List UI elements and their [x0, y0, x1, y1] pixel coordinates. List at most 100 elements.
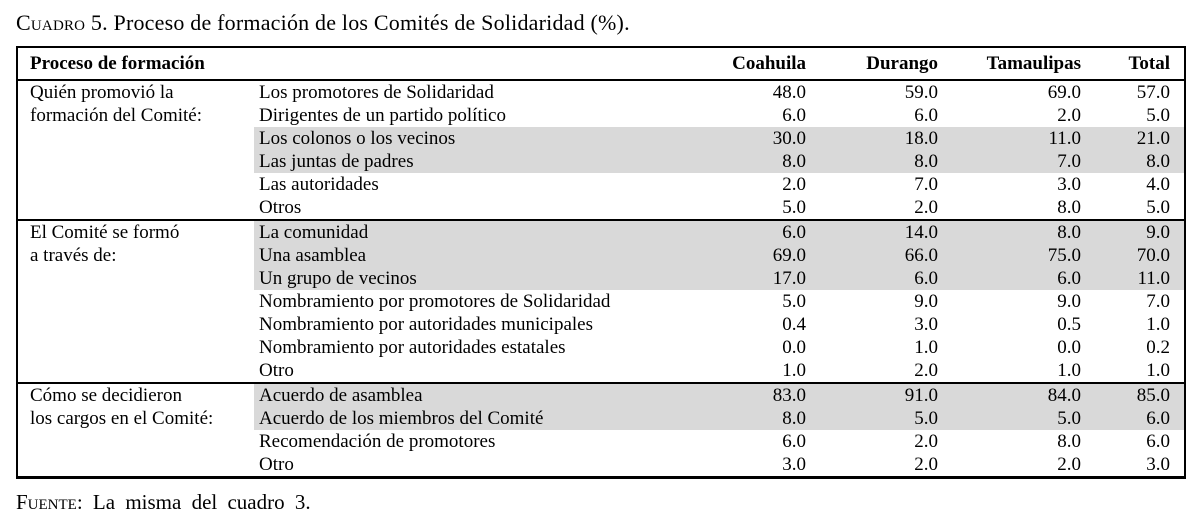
value-cell: 1.0: [782, 360, 807, 381]
row-label: Recomendación de promotores: [259, 431, 496, 452]
header-process: Proceso de formación: [30, 53, 205, 74]
value-cell: 8.0: [938, 220, 1082, 244]
value-cell: 9.0: [1057, 291, 1082, 312]
table-row: Los colonos o los vecinos 30.0 18.0 11.0 21.…: [17, 127, 1186, 150]
value-cell: 14.0: [806, 220, 939, 244]
value-cell: 4.0: [1146, 174, 1171, 195]
row-label: Los colonos o los vecinos: [254, 127, 655, 150]
value-cell: 2.0: [1057, 105, 1082, 126]
row-label: Dirigentes de un partido político: [259, 105, 506, 126]
data-table: Proceso de formación Coahuila Durango Ta…: [16, 46, 1187, 479]
value-cell: 6.0: [654, 220, 807, 244]
value-cell: 6.0: [1081, 407, 1186, 430]
value-cell: 6.0: [782, 431, 807, 452]
row-label: Nombramiento por autoridades estatales: [259, 337, 566, 358]
table-row: Una asamblea 69.0 66.0 75.0 70.0: [17, 244, 1186, 267]
value-cell: 5.0: [806, 407, 939, 430]
table-row: El Comité se formó a través de: La comunid…: [17, 220, 1186, 266]
value-cell: 6.0: [1146, 431, 1171, 452]
table-row: Otros 5.0 2.0 8.0 5.0: [17, 196, 1185, 220]
value-cell: 8.0: [1057, 197, 1082, 218]
table-section-2: Cómo se decidieron los cargos en el Comit…: [17, 383, 1186, 478]
value-cell: 11.0: [938, 127, 1082, 150]
value-cell: 85.0: [1081, 383, 1186, 407]
value-cell: 48.0: [772, 82, 807, 103]
category-cell: El Comité se formó a través de:: [17, 220, 254, 383]
value-cell: 2.0: [914, 197, 939, 218]
value-cell: 66.0: [806, 244, 939, 267]
table-row: Nombramiento por promotores de Solidarid…: [17, 290, 1185, 313]
value-cell: 1.0: [1146, 360, 1171, 381]
value-cell: 5.0: [782, 291, 807, 312]
table-row: Nombramiento por autoridades estatales 0.…: [17, 336, 1185, 359]
table-title-text: Proceso de formación de los Comités de S…: [113, 10, 630, 35]
header-total: Total: [1128, 53, 1171, 74]
category-line: formación del Comité:: [30, 105, 203, 126]
table-row: Las juntas de padres 8.0 8.0 7.0 8.0: [17, 150, 1186, 173]
row-label: La comunidad: [254, 220, 655, 244]
source-note: Fuente: La misma del cuadro 3.: [16, 490, 1184, 515]
table-section-0: Quién promovió la formación del Comité: Lo…: [17, 80, 1186, 220]
header-tamaulipas: Tamaulipas: [986, 53, 1082, 74]
value-cell: 1.0: [1057, 360, 1082, 381]
value-cell: 2.0: [1057, 454, 1082, 475]
value-cell: 21.0: [1081, 127, 1186, 150]
row-label: Otros: [259, 197, 302, 218]
value-cell: 8.0: [654, 150, 807, 173]
value-cell: 70.0: [1081, 244, 1186, 267]
category-line: Quién promovió la: [30, 82, 174, 103]
value-cell: 8.0: [1057, 431, 1082, 452]
value-cell: 9.0: [914, 291, 939, 312]
value-cell: 5.0: [938, 407, 1082, 430]
table-row: Acuerdo de los miembros del Comité 8.0 5.0…: [17, 407, 1186, 430]
value-cell: 5.0: [1146, 105, 1171, 126]
value-cell: 8.0: [1081, 150, 1186, 173]
value-cell: 7.0: [914, 174, 939, 195]
value-cell: 9.0: [1081, 220, 1186, 244]
value-cell: 17.0: [654, 267, 807, 290]
value-cell: 0.5: [1057, 314, 1082, 335]
value-cell: 2.0: [914, 431, 939, 452]
table-title-prefix: Cuadro 5.: [16, 10, 108, 35]
row-label: Las autoridades: [259, 174, 379, 195]
table-section-1: El Comité se formó a través de: La comunid…: [17, 220, 1186, 383]
value-cell: 3.0: [782, 454, 807, 475]
value-cell: 2.0: [914, 360, 939, 381]
source-prefix: Fuente:: [16, 490, 83, 514]
row-label: Nombramiento por autoridades municipales: [259, 314, 593, 335]
table-header: Proceso de formación Coahuila Durango Ta…: [17, 47, 1186, 80]
value-cell: 0.0: [782, 337, 807, 358]
row-label: Una asamblea: [254, 244, 655, 267]
value-cell: 75.0: [938, 244, 1082, 267]
category-line: Cómo se decidieron: [30, 385, 182, 406]
value-cell: 57.0: [1136, 82, 1171, 103]
value-cell: 18.0: [806, 127, 939, 150]
table-row: Otro 3.0 2.0 2.0 3.0: [17, 453, 1185, 478]
value-cell: 84.0: [938, 383, 1082, 407]
value-cell: 8.0: [654, 407, 807, 430]
value-cell: 2.0: [914, 454, 939, 475]
value-cell: 0.0: [1057, 337, 1082, 358]
table-row: Quién promovió la formación del Comité: Lo…: [17, 80, 1185, 126]
table-row: Las autoridades 2.0 7.0 3.0 4.0: [17, 173, 1185, 196]
row-label: Las juntas de padres: [254, 150, 655, 173]
value-cell: 5.0: [1146, 197, 1171, 218]
value-cell: 59.0: [904, 82, 939, 103]
value-cell: 91.0: [806, 383, 939, 407]
table-row: Otro 1.0 2.0 1.0 1.0: [17, 359, 1185, 383]
table-title: Cuadro 5. Proceso de formación de los Co…: [16, 8, 1184, 38]
table-row: Cómo se decidieron los cargos en el Comit…: [17, 383, 1186, 429]
table-row: Recomendación de promotores 6.0 2.0 8.0 6.0: [17, 430, 1185, 453]
value-cell: 1.0: [914, 337, 939, 358]
value-cell: 0.2: [1146, 337, 1171, 358]
value-cell: 30.0: [654, 127, 807, 150]
value-cell: 2.0: [782, 174, 807, 195]
value-cell: 3.0: [1057, 174, 1082, 195]
category-line: a través de:: [30, 245, 117, 266]
header-row: Proceso de formación Coahuila Durango Ta…: [17, 47, 1186, 80]
value-cell: 7.0: [938, 150, 1082, 173]
header-coahuila: Coahuila: [732, 53, 807, 74]
table-row: Dirigentes de un partido político 6.0 6.0 2…: [17, 104, 1185, 127]
row-label: Nombramiento por promotores de Solidarid…: [259, 291, 611, 312]
